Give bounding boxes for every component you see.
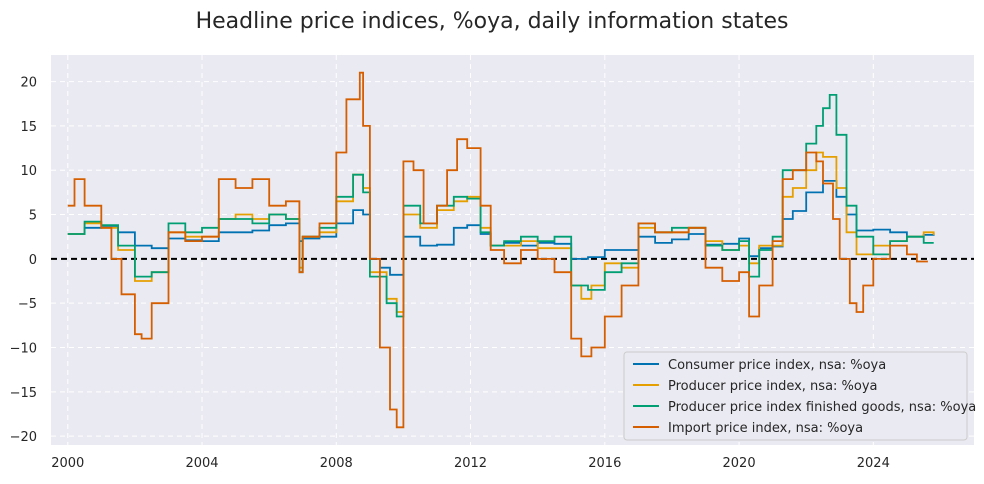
series-line-3 [67,71,928,429]
y-tick-label: 0 [29,253,37,268]
y-tick-label: −20 [10,430,37,445]
grid [51,55,974,445]
legend-label-0: Consumer price index, nsa: %oya [668,358,886,373]
legend-label-1: Producer price index, nsa: %oya [668,379,878,394]
y-tick-label: 15 [20,120,37,135]
y-tick-label: 20 [20,76,37,91]
series-line-2 [67,94,934,318]
y-tick-label: 10 [20,164,37,179]
y-tick-label: −15 [10,386,37,401]
x-tick-label: 2012 [454,456,487,471]
x-axis-ticks: 2000 2004 2008 2012 2016 2020 2024 [51,456,890,471]
y-tick-label: −5 [18,297,37,312]
chart-title: Headline price indices, %oya, daily info… [196,9,789,34]
x-tick-label: 2016 [588,456,621,471]
x-tick-label: 2024 [857,456,890,471]
legend: Consumer price index, nsa: %oya Producer … [623,351,976,441]
y-axis-ticks: −20 −15 −10 −5 0 5 10 15 20 [10,76,37,446]
series-line-1 [67,151,935,313]
x-tick-label: 2004 [185,456,218,471]
x-tick-label: 2008 [320,456,353,471]
legend-box [623,351,968,441]
y-tick-label: −10 [10,342,37,357]
x-tick-label: 2000 [51,456,84,471]
legend-label-2: Producer price index finished goods, nsa… [668,400,976,415]
x-tick-label: 2020 [723,456,756,471]
y-tick-label: 5 [29,209,37,224]
series-lines [67,71,935,429]
legend-label-3: Import price index, nsa: %oya [668,421,863,436]
